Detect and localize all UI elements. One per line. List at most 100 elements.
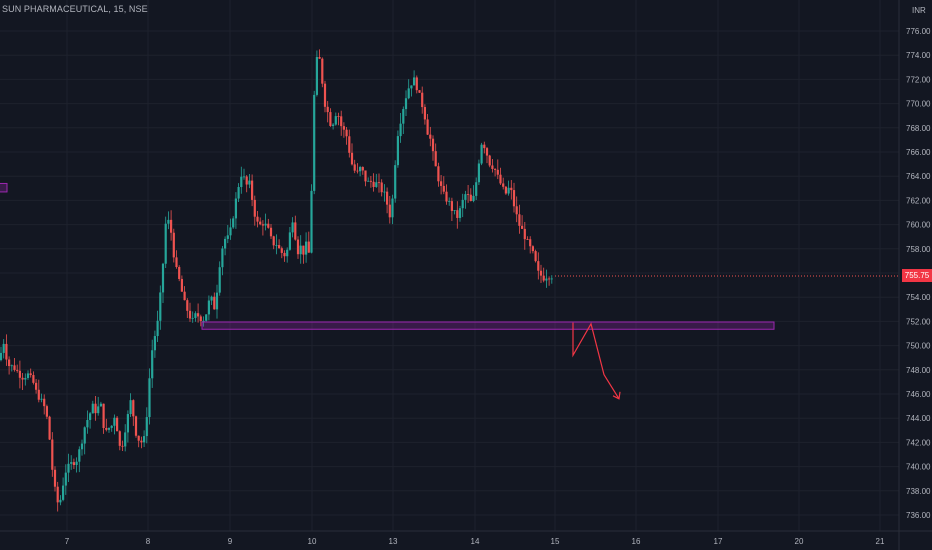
- candle-body: [399, 123, 402, 137]
- y-tick-label: 742.00: [906, 438, 931, 447]
- candle-body: [145, 417, 148, 437]
- candle-body: [288, 232, 291, 250]
- candle-body: [545, 278, 548, 281]
- candle-body: [151, 350, 154, 379]
- candle-body: [94, 403, 97, 414]
- candle-body: [302, 245, 305, 255]
- candle-body: [526, 239, 529, 240]
- candle-body: [70, 462, 73, 464]
- candle-body: [153, 336, 156, 351]
- candle-body: [80, 443, 84, 450]
- candle-body: [121, 445, 124, 447]
- candle-body: [488, 155, 491, 166]
- candle-body: [75, 461, 78, 466]
- candle-body: [21, 377, 24, 380]
- x-tick-label: 13: [389, 537, 398, 546]
- candle-body: [450, 201, 453, 211]
- candle-body: [464, 194, 467, 200]
- candle-body: [29, 373, 32, 376]
- time-axis[interactable]: 7 8 9 10 13 14 15 16 17 20 21: [65, 537, 885, 546]
- candle-body: [286, 249, 289, 257]
- candle-body: [461, 199, 464, 209]
- candle-body: [0, 352, 3, 361]
- y-tick-label: 776.00: [906, 27, 931, 36]
- x-tick-label: 17: [714, 537, 723, 546]
- candle-body: [267, 223, 270, 228]
- candle-body: [180, 278, 183, 292]
- candle-body: [502, 183, 505, 187]
- candle-body: [372, 181, 375, 187]
- candle-body: [539, 270, 543, 276]
- left-zone-marker[interactable]: [0, 182, 8, 193]
- candle-body: [210, 296, 213, 301]
- candle-body: [26, 373, 30, 378]
- candle-body: [499, 174, 502, 184]
- candle-body: [272, 236, 275, 246]
- candle-body: [431, 138, 435, 152]
- candle-body: [143, 436, 146, 443]
- candle-body: [126, 414, 129, 433]
- candle-body: [348, 136, 351, 153]
- candle-body: [299, 245, 302, 255]
- candle-body: [494, 168, 497, 170]
- candle-body: [383, 191, 386, 193]
- y-tick-label: 768.00: [906, 124, 931, 133]
- candle-body: [458, 208, 462, 218]
- candle-body: [221, 248, 224, 268]
- candle-body: [531, 246, 534, 252]
- y-tick-label: 750.00: [906, 342, 931, 351]
- price-axis[interactable]: 776.00 774.00 772.00 770.00 768.00 766.00 764.…: [906, 27, 931, 520]
- candle-body: [542, 275, 545, 281]
- candle-body: [116, 417, 119, 432]
- candle-body: [396, 136, 399, 166]
- support-zone-rectangle[interactable]: [201, 321, 775, 330]
- candle-body: [183, 291, 186, 301]
- candle-body: [550, 278, 553, 280]
- candle-body: [167, 219, 170, 224]
- candle-body: [323, 83, 327, 107]
- x-tick-label: 20: [795, 537, 804, 546]
- candle-body: [67, 463, 70, 473]
- projection-path[interactable]: [572, 322, 620, 400]
- candle-body: [197, 313, 200, 317]
- candle-body: [188, 310, 192, 319]
- candle-body: [105, 428, 108, 430]
- candle-body: [307, 241, 310, 253]
- candle-body: [148, 378, 151, 418]
- candle-body: [477, 163, 480, 183]
- candle-body: [472, 195, 475, 201]
- candle-body: [404, 98, 408, 110]
- candle-body: [426, 119, 429, 135]
- candle-body: [410, 85, 413, 89]
- currency-label: INR: [912, 6, 926, 15]
- y-tick-label: 766.00: [906, 148, 931, 157]
- candle-body: [456, 210, 459, 218]
- candle-body: [386, 191, 389, 205]
- candle-body: [283, 252, 286, 257]
- candle-body: [475, 182, 478, 196]
- candle-body: [415, 77, 418, 91]
- y-tick-label: 770.00: [906, 100, 931, 109]
- candle-body: [186, 300, 189, 311]
- x-tick-label: 7: [65, 537, 70, 546]
- candle-body: [89, 413, 92, 420]
- candle-body: [453, 210, 456, 212]
- candle-body: [518, 214, 521, 226]
- candle-body: [175, 257, 178, 268]
- candle-body: [423, 107, 426, 120]
- candle-body: [278, 245, 281, 249]
- candle-body: [45, 406, 48, 417]
- candle-body: [440, 181, 443, 186]
- candle-body: [5, 343, 8, 360]
- candle-body: [380, 182, 383, 193]
- candle-body: [234, 198, 237, 219]
- candle-body: [8, 359, 11, 367]
- x-tick-label: 21: [876, 537, 885, 546]
- candle-body: [332, 124, 335, 126]
- x-tick-label: 15: [551, 537, 560, 546]
- chart-grid: [0, 0, 899, 531]
- candle-body: [178, 267, 181, 279]
- candle-body: [496, 169, 499, 175]
